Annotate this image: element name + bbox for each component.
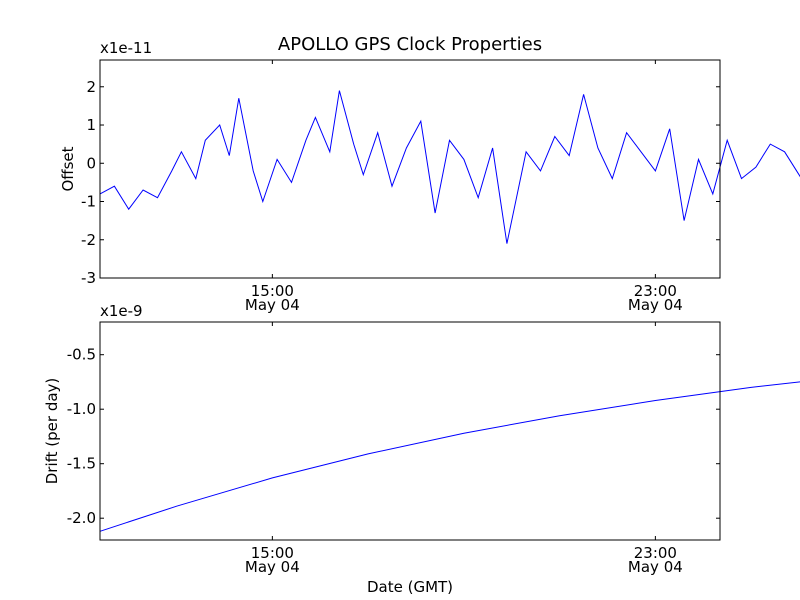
- drift-scale-label: x1e-9: [100, 302, 143, 320]
- offset-y-tick-label: -2: [81, 231, 96, 249]
- offset-y-axis-label: Offset: [59, 146, 77, 191]
- offset-panel: APOLLO GPS Clock Properties x1e-11 Offse…: [59, 34, 800, 314]
- drift-x-tick-time-label: 15:00: [251, 544, 294, 562]
- chart-title: APOLLO GPS Clock Properties: [278, 34, 542, 55]
- offset-series-line: [99, 90, 800, 244]
- offset-series-layer: [99, 90, 800, 244]
- drift-y-axis-label: Drift (per day): [43, 378, 61, 485]
- offset-y-tick-label: -3: [81, 269, 96, 287]
- offset-y-tick-label: 2: [86, 78, 96, 96]
- drift-x-tick-time-label: 23:00: [634, 544, 677, 562]
- drift-y-tick-label: -0.5: [67, 346, 96, 364]
- drift-y-tick-label: -2.0: [67, 509, 96, 527]
- drift-y-tick-label: -1.5: [67, 455, 96, 473]
- drift-series-layer: [99, 381, 800, 532]
- drift-panel: x1e-9 Drift (per day) Date (GMT) -2.0 -1.…: [43, 302, 800, 596]
- offset-x-tick-time-label: 15:00: [251, 282, 294, 300]
- offset-y-tick-label: -1: [81, 193, 96, 211]
- offset-plot-frame: [99, 59, 721, 279]
- offset-y-tick-label: 0: [86, 154, 96, 172]
- drift-y-tick-label: -1.0: [67, 400, 96, 418]
- drift-plot-frame: [99, 321, 721, 541]
- offset-y-tick-label: 1: [86, 116, 96, 134]
- offset-x-tick-date-label: May 04: [245, 296, 300, 314]
- drift-series-line: [99, 381, 800, 532]
- offset-x-tick-date-label: May 04: [628, 296, 683, 314]
- x-axis-label: Date (GMT): [367, 578, 453, 596]
- offset-x-tick-time-label: 23:00: [634, 282, 677, 300]
- drift-x-tick-date-label: May 04: [628, 558, 683, 576]
- offset-scale-label: x1e-11: [100, 39, 152, 57]
- drift-x-tick-date-label: May 04: [245, 558, 300, 576]
